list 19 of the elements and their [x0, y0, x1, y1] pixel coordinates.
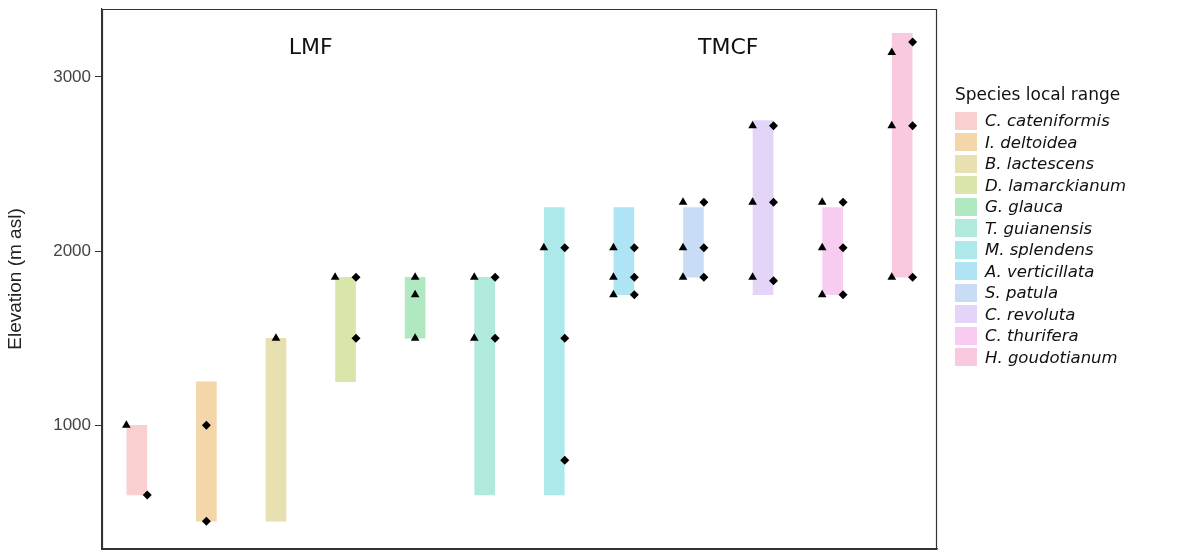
legend-label: C. revoluta	[985, 304, 1076, 324]
legend-label: G. glauca	[985, 197, 1064, 217]
annotation: LMF	[288, 33, 333, 59]
y-tick-label: 1000	[53, 415, 91, 435]
legend-label: C. thurifera	[985, 326, 1079, 346]
y-tick-label: 2000	[53, 240, 91, 260]
legend-label: D. lamarckianum	[985, 175, 1127, 195]
legend-label: C. cateniformis	[985, 111, 1110, 131]
annotation: TMCF	[697, 33, 759, 59]
y-tick-label: 3000	[53, 66, 91, 86]
legend-title: Species local range	[955, 84, 1122, 104]
legend-label: H. goudotianum	[985, 347, 1118, 367]
legend-label: I. deltoidea	[985, 132, 1078, 152]
legend-label: A. verticillata	[985, 261, 1095, 281]
legend-label: M. splendens	[985, 240, 1094, 260]
legend-label: S. patula	[985, 283, 1059, 303]
y-axis-title: Elevation (m asl)	[3, 208, 25, 350]
legend-label: T. guianensis	[985, 218, 1093, 238]
legend-label: B. lactescens	[985, 154, 1095, 174]
